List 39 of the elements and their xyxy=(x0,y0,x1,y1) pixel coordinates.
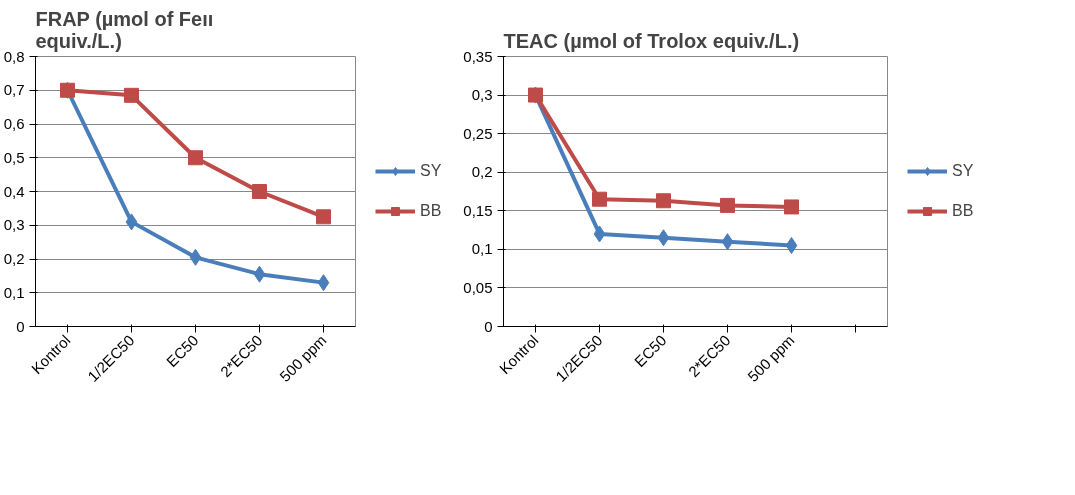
legend-label: BB xyxy=(952,202,974,220)
point xyxy=(189,248,202,266)
legend-label: SY xyxy=(952,162,974,180)
y-tick-label: 0,15 xyxy=(463,201,493,219)
point xyxy=(316,209,331,225)
y-tick-label: 0,4 xyxy=(3,182,25,200)
y-tick-label: 0,1 xyxy=(471,240,493,258)
y-tick-label: 0,8 xyxy=(3,47,25,65)
point xyxy=(317,274,330,292)
y-tick-label: 0,1 xyxy=(3,283,25,301)
point xyxy=(721,233,734,251)
point xyxy=(657,229,670,247)
point xyxy=(720,197,735,213)
legend-label: SY xyxy=(420,162,442,180)
y-tick-label: 0,05 xyxy=(463,278,493,296)
y-tick-label: 0 xyxy=(484,317,493,335)
point xyxy=(656,193,671,209)
point xyxy=(188,150,203,166)
y-tick-label: 0,5 xyxy=(3,148,25,166)
y-tick-label: 0,25 xyxy=(463,124,493,142)
point xyxy=(784,199,799,215)
point xyxy=(593,225,606,243)
y-tick-label: 0,2 xyxy=(3,250,25,267)
y-tick-label: 0 xyxy=(16,317,25,335)
point xyxy=(785,237,798,254)
y-tick-label: 0,3 xyxy=(3,216,25,234)
chart-title: FRAP (µmol of Feıı equiv./L.) xyxy=(35,7,214,52)
y-tick-label: 0,7 xyxy=(3,81,25,99)
chart-title: TEAC (µmol of Trolox equiv./L.) xyxy=(503,29,800,52)
y-tick-label: 0,6 xyxy=(3,115,25,132)
point xyxy=(125,213,138,231)
y-tick-label: 0,35 xyxy=(463,47,493,65)
legend-label: BB xyxy=(420,202,442,220)
y-tick-label: 0,2 xyxy=(471,163,493,181)
point xyxy=(592,191,607,207)
point xyxy=(253,265,266,283)
point xyxy=(252,184,267,199)
y-tick-label: 0,3 xyxy=(471,86,493,104)
point xyxy=(124,87,139,103)
